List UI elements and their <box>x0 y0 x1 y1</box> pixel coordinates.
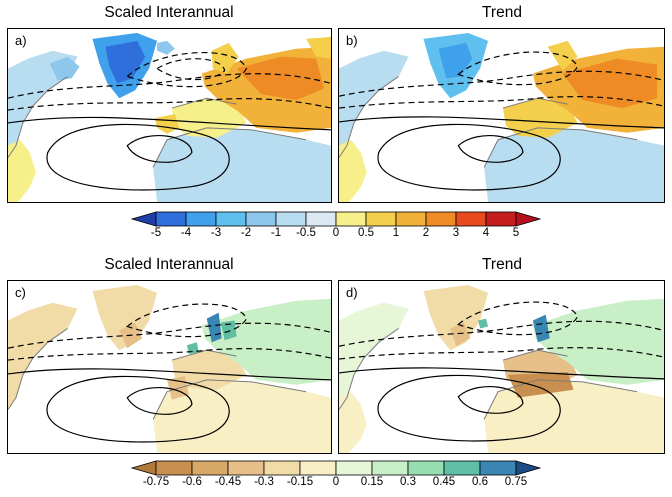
colorbar-tick-label: 0.3 <box>400 476 416 488</box>
colorbar-segment <box>155 211 187 227</box>
colorbar-tick-label: -0.45 <box>214 476 242 488</box>
panel-label-d: d) <box>344 285 361 301</box>
colorbar-tick-label: 4 <box>482 227 490 239</box>
colorbar-tick-label: 0.5 <box>358 227 374 239</box>
colorbar-segment <box>395 211 427 227</box>
colorbar-segment <box>299 460 337 476</box>
colorbar-segment <box>515 211 542 227</box>
colorbar-segment <box>191 460 229 476</box>
colorbar-tick-label: -0.3 <box>254 476 274 488</box>
panel-label-b: b) <box>344 33 361 49</box>
colorbar-segment <box>185 211 217 227</box>
colorbar-tick-label: 3 <box>452 227 460 239</box>
colorbar-tick-label: 0.15 <box>360 476 384 488</box>
colorbar-segment <box>371 460 409 476</box>
colorbar-tick-label: -0.6 <box>182 476 202 488</box>
colorbar-segment <box>227 460 265 476</box>
colorbar-tick-label: -0.15 <box>286 476 314 488</box>
panel-title-a: Scaled Interannual <box>104 4 234 21</box>
panel-title-b: Trend <box>482 4 522 21</box>
colorbar-tick-label: 0 <box>332 227 340 239</box>
colorbar-segment <box>335 211 367 227</box>
colorbar-segment <box>485 211 517 227</box>
colorbar-tick-label: 0.6 <box>472 476 488 488</box>
precipitation-trend-map <box>339 284 664 453</box>
colorbar-tick-label: -1 <box>270 227 282 239</box>
panel-title-c: Scaled Interannual <box>104 256 234 273</box>
colorbar-segment <box>335 460 373 476</box>
colorbar-segment <box>407 460 445 476</box>
colorbar-segment <box>455 211 487 227</box>
colorbar-segment <box>155 460 193 476</box>
colorbar-segment <box>130 211 157 227</box>
panel-label-a: a) <box>13 33 30 49</box>
colorbar-tick-label: -3 <box>210 227 222 239</box>
colorbar-tick-label: -0.75 <box>142 476 170 488</box>
map-panel-c: c) <box>7 280 332 454</box>
colorbar-temperature-scale <box>130 211 542 227</box>
colorbar-segment <box>215 211 247 227</box>
colorbar-segment <box>365 211 397 227</box>
colorbar-segment <box>245 211 277 227</box>
map-panel-b: b) <box>338 28 665 203</box>
colorbar-tick-label: -2 <box>240 227 252 239</box>
colorbar-tick-label: -4 <box>180 227 192 239</box>
colorbar-tick-label: 0.45 <box>432 476 456 488</box>
colorbar-segment <box>263 460 301 476</box>
temperature-trend-map <box>339 32 664 202</box>
colorbar-segment <box>275 211 307 227</box>
colorbar-precipitation-scale <box>130 460 542 476</box>
colorbar-segment <box>479 460 517 476</box>
colorbar-tick-label: 5 <box>512 227 520 239</box>
colorbar-segment <box>515 460 542 476</box>
map-panel-a: a) <box>7 28 332 203</box>
colorbar-tick-label: 0 <box>332 476 340 488</box>
panel-title-d: Trend <box>482 256 522 273</box>
colorbar-temperature: -5 -4 -3 -2 -1 -0.5 0 0.5 1 2 3 4 5 <box>0 210 672 250</box>
colorbar-tick-label: -0.5 <box>296 227 316 239</box>
colorbar-tick-label: -5 <box>150 227 162 239</box>
colorbar-tick-label: 1 <box>392 227 400 239</box>
colorbar-segment <box>443 460 481 476</box>
colorbar-precipitation: -0.75 -0.6 -0.45 -0.3 -0.15 0 0.15 0.3 0.45 0.6 0.… <box>0 459 672 497</box>
map-panel-d: d) <box>338 280 665 454</box>
colorbar-tick-label: 0.75 <box>504 476 528 488</box>
panel-label-c: c) <box>13 285 29 301</box>
colorbar-segment <box>305 211 337 227</box>
temperature-interannual-map <box>8 32 331 202</box>
colorbar-tick-label: 2 <box>422 227 430 239</box>
colorbar-segment <box>130 460 157 476</box>
colorbar-segment <box>425 211 457 227</box>
precipitation-interannual-map <box>8 284 331 453</box>
